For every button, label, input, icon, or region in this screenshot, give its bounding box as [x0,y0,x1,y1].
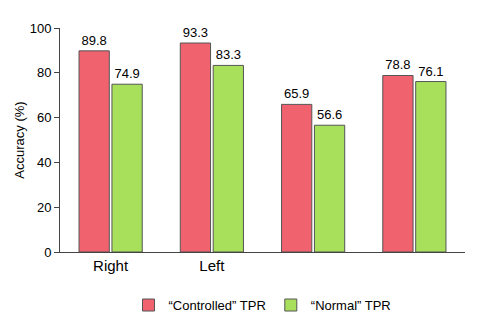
svg-text:83.3: 83.3 [216,47,241,62]
svg-text:65.9: 65.9 [284,86,309,101]
svg-text:89.8: 89.8 [82,33,107,48]
svg-text:“Controlled” TPR: “Controlled” TPR [169,298,266,313]
svg-text:Accuracy (%): Accuracy (%) [12,101,27,178]
svg-text:20: 20 [37,200,51,215]
svg-text:56.6: 56.6 [317,107,342,122]
svg-text:100: 100 [30,21,52,36]
svg-text:76.1: 76.1 [418,64,443,79]
svg-text:80: 80 [37,65,51,80]
svg-text:40: 40 [37,155,51,170]
svg-text:Right: Right [93,257,129,274]
svg-text:60: 60 [37,110,51,125]
svg-text:“Normal” TPR: “Normal” TPR [311,298,391,313]
svg-text:74.9: 74.9 [114,66,139,81]
svg-text:0: 0 [44,245,51,260]
svg-text:93.3: 93.3 [183,25,208,40]
svg-text:78.8: 78.8 [385,57,410,72]
svg-text:Left: Left [199,257,225,274]
